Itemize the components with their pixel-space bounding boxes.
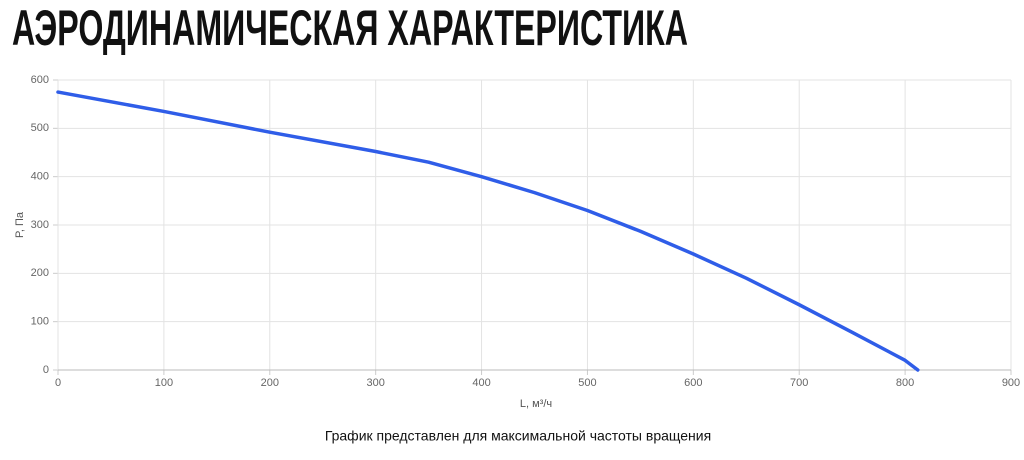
y-tick-label: 500 <box>31 122 49 134</box>
chart-title: АЭРОДИНАМИЧЕСКАЯ ХАРАКТЕРИСТИКА <box>12 0 688 56</box>
x-tick-label: 700 <box>790 377 808 389</box>
x-tick-label: 100 <box>155 377 173 389</box>
x-tick-label: 200 <box>261 377 279 389</box>
y-tick-label: 600 <box>31 74 49 86</box>
chart-note: График представлен для максимальной част… <box>325 428 711 444</box>
y-axis-label: P, Па <box>14 211 26 238</box>
x-tick-label: 500 <box>578 377 596 389</box>
x-tick-label: 300 <box>366 377 384 389</box>
x-axis-label: L, м³/ч <box>520 398 552 410</box>
y-tick-label: 0 <box>43 364 49 376</box>
y-tick-label: 300 <box>31 219 49 231</box>
y-tick-label: 100 <box>31 316 49 328</box>
x-tick-label: 900 <box>1002 377 1020 389</box>
x-tick-label: 0 <box>55 377 61 389</box>
y-tick-label: 400 <box>31 171 49 183</box>
x-tick-label: 400 <box>472 377 490 389</box>
y-tick-label: 200 <box>31 267 49 279</box>
line-series <box>56 90 920 372</box>
x-tick-label: 800 <box>896 377 914 389</box>
x-tick-label: 600 <box>684 377 702 389</box>
